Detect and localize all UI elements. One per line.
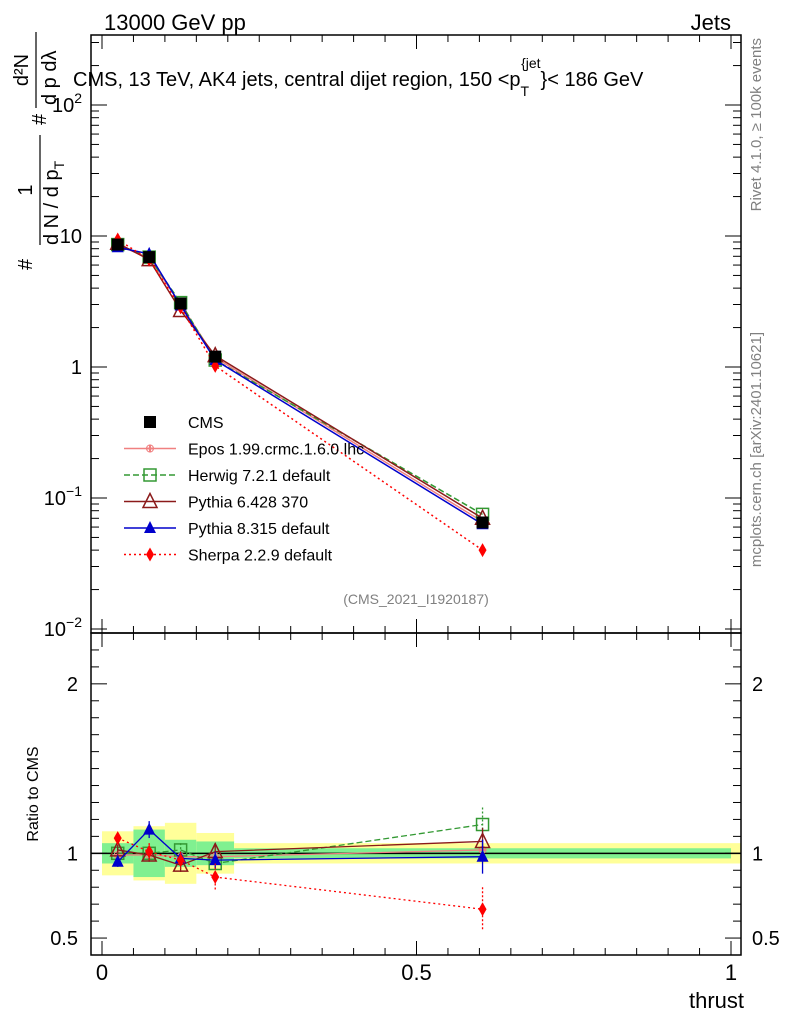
series-marker: [478, 543, 487, 558]
ylabel-hash-1: #: [15, 258, 37, 270]
cms-data-point: [143, 251, 156, 264]
ratio-y-tick-label-left: 1: [67, 843, 78, 865]
x-tick-label: 1: [725, 960, 737, 985]
legend-label: Herwig 7.2.1 default: [188, 468, 331, 485]
ratio-pythia: [111, 821, 489, 874]
main-plot-frame: [90, 34, 742, 634]
legend-entry: Sherpa 2.2.9 default: [124, 547, 333, 565]
series-line: [117, 243, 483, 516]
legend-marker: [146, 444, 154, 453]
y-tick-label: 102: [52, 90, 82, 117]
plot-title: CMS, 13 TeV, AK4 jets, central dijet reg…: [73, 55, 644, 99]
ylabel-frac2-top: d²N: [11, 54, 33, 86]
main-series-group: [109, 232, 491, 558]
cms-data-point: [476, 516, 489, 529]
ratio-marker: [140, 845, 158, 862]
legend-entry: CMS: [144, 415, 224, 432]
legend-entry: Pythia 8.315 default: [124, 521, 330, 538]
ratio-marker: [145, 844, 154, 859]
legend-entry: Herwig 7.2.1 default: [124, 468, 331, 485]
series-line: [117, 238, 483, 551]
analysis-id-watermark: (CMS_2021_I1920187): [343, 591, 489, 607]
axes: 0 0.5 1 10−2 10−1 1 10 102 0.5 0.5 1 1 2 2: [44, 35, 780, 985]
ratio-y-axis-label: Ratio to CMS: [25, 746, 42, 841]
legend-entry: Pythia 6.428 370: [124, 491, 308, 512]
y-tick-label: 1: [71, 357, 82, 379]
ratio-marker: [143, 822, 156, 835]
legend-marker: [143, 468, 157, 482]
legend: CMS Epos 1.99.crmc.1.6.0 lhc Herwig 7.2.1 …: [124, 415, 364, 565]
header-energy-label: 13000 GeV pp: [104, 10, 246, 35]
x-tick-label: 0.5: [401, 960, 432, 985]
ratio-y-tick-label-right: 1: [752, 843, 763, 865]
ratio-y-tick-label-left: 0.5: [50, 928, 78, 950]
ratio-marker: [478, 902, 487, 917]
ylabel-frac1-bottom: d N / d pT: [41, 160, 67, 245]
ratio-y-tick-label-right: 0.5: [752, 928, 780, 950]
ratio-plot-frame: [90, 632, 742, 956]
x-tick-label: 0: [96, 960, 108, 985]
header-jets-label: Jets: [691, 10, 731, 35]
legend-label: Epos 1.99.crmc.1.6.0 lhc: [188, 442, 364, 459]
ylabel-frac1-top: 1: [15, 184, 37, 195]
ratio-marker: [176, 853, 185, 868]
legend-marker: [146, 444, 154, 453]
ratio-sherpa: [113, 831, 487, 932]
ratio-marker: [113, 831, 122, 846]
ratio-marker: [111, 854, 124, 867]
x-axis-label: thrust: [689, 988, 744, 1013]
cms-data-point: [111, 238, 124, 251]
legend-label: Pythia 6.428 370: [188, 495, 308, 512]
ylabel-hash-2: #: [29, 113, 51, 125]
rivet-version-label: Rivet 4.1.0, ≥ 100k events: [748, 38, 765, 211]
plot-title-sub: T: [521, 83, 530, 99]
legend-entry: Epos 1.99.crmc.1.6.0 lhc: [124, 442, 364, 459]
cms-data-point: [174, 297, 187, 310]
ratio-marker: [172, 855, 189, 872]
ratio-y-tick-label-left: 2: [67, 674, 78, 696]
ratio-y-tick-label-right: 2: [752, 674, 763, 696]
y-tick-label: 10: [60, 226, 82, 248]
main-y-axis-label: # 1 d N / d pT # d²N d p dλ: [11, 32, 67, 270]
plot-title-sup: {jet: [521, 55, 541, 71]
cms-data-point: [209, 350, 222, 363]
ylabel-frac2-bottom: d p dλ: [39, 51, 61, 105]
legend-label: CMS: [188, 415, 224, 432]
ratio-marker: [476, 849, 489, 862]
plot-title-suffix: }< 186 GeV: [541, 69, 645, 91]
legend-marker: [141, 491, 159, 509]
legend-label: Sherpa 2.2.9 default: [188, 548, 333, 565]
ratio-marker: [211, 870, 220, 885]
y-tick-label: 10−1: [44, 483, 82, 510]
ratio-series-group: [109, 807, 491, 932]
ratio-marker: [209, 853, 222, 866]
legend-label: Pythia 8.315 default: [188, 521, 330, 538]
legend-marker: [146, 547, 154, 562]
legend-marker: [144, 416, 156, 428]
legend-marker: [144, 521, 156, 533]
mcplots-source-label: mcplots.cern.ch [arXiv:2401.10621]: [748, 332, 765, 567]
plot-title-prefix: CMS, 13 TeV, AK4 jets, central dijet reg…: [73, 69, 521, 91]
series-cms: [111, 238, 489, 529]
y-tick-label: 10−2: [44, 614, 82, 641]
